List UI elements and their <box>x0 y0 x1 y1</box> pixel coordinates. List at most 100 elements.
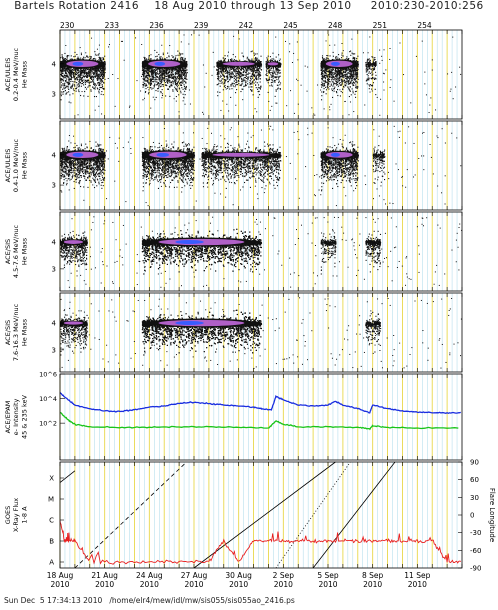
top-axis-label-242: 242 <box>239 21 254 30</box>
panel-2-ylabel-line: He Mass <box>20 237 28 265</box>
panel-0-ylabel-line: 0.2-0.4 MeV/nuc <box>12 48 20 102</box>
top-axis-label-233: 233 <box>105 21 120 30</box>
top-axis-label-254: 254 <box>417 21 432 30</box>
panel-4-grid <box>60 374 457 460</box>
top-axis-label-236: 236 <box>149 21 164 30</box>
bottom-axis-year-8: 2010 <box>408 580 427 589</box>
bottom-axis-label-5: 2 Sep <box>273 571 295 580</box>
bottom-axis-year-4: 2010 <box>229 580 248 589</box>
panel-4-frame <box>60 374 462 460</box>
panel-5-ylabel: GOESX-Ray Flux1-8 A <box>4 498 28 532</box>
goes-y2tick-0: 0 <box>470 512 474 520</box>
panel-3-frame <box>60 293 462 372</box>
panel-4-ylabel: ACE/EPAMe- Intensity45 & 235 keV <box>4 394 28 438</box>
bottom-axis-label-6: 5 Sep <box>317 571 339 580</box>
panel-1-ylabel-line: 0.4-1.0 MeV/nuc <box>12 139 20 193</box>
panel-3-ytick-3: 3 <box>52 346 56 354</box>
panel-1-core-fill-2 <box>212 153 269 157</box>
panel-5-ylabel-line: GOES <box>4 506 12 524</box>
panel-4-ylabel-line: e- Intensity <box>12 398 20 435</box>
panel-3-core-center-1 <box>175 321 204 325</box>
panel-0-core-center-0 <box>73 62 84 66</box>
bottom-axis-label-2: 24 Aug <box>136 571 163 580</box>
panel-0-ylabel-line: ACE/ULEIS <box>4 58 12 92</box>
panel-5-grid <box>60 462 457 568</box>
epam-ytick-10^4: 10^4 <box>39 395 57 403</box>
goes-y2tick-90: 90 <box>470 459 479 467</box>
epam-series-0 <box>60 393 461 414</box>
goes-y2tick-60: 60 <box>470 476 479 484</box>
panel-2-core-fill-0 <box>64 240 83 244</box>
bottom-axis-label-1: 21 Aug <box>91 571 118 580</box>
panel-5-frame <box>60 462 462 568</box>
bottom-axis-label-7: 8 Sep <box>362 571 384 580</box>
panel-1-core-center-0 <box>73 153 84 157</box>
goes-y2tick--90: -90 <box>470 565 481 573</box>
panel-0-core-fill-2 <box>223 62 255 66</box>
bottom-axis-year-2: 2010 <box>140 580 159 589</box>
goes-ytick-C: C <box>49 517 54 525</box>
bottom-axis-year-0: 2010 <box>50 580 69 589</box>
top-axis-label-245: 245 <box>283 21 298 30</box>
panel-2-frame <box>60 212 462 291</box>
panel-1-scatter <box>60 126 461 207</box>
flare-track-0 <box>75 462 187 568</box>
panel-3-ytick-4: 4 <box>52 320 57 328</box>
panel-2-scatter <box>60 216 462 287</box>
panel-1-ytick-4: 4 <box>52 151 57 159</box>
panel-2-ytick-3: 3 <box>52 265 56 273</box>
top-axis-label-230: 230 <box>60 21 75 30</box>
panel-0-core-fill-3 <box>268 62 279 65</box>
panel-1-ylabel: ACE/ULEIS0.4-1.0 MeV/nucHe Mass <box>4 139 28 193</box>
epam-ytick-10^6: 10^6 <box>39 371 57 379</box>
panel-0-core-center-1 <box>154 62 165 66</box>
top-axis-label-251: 251 <box>373 21 388 30</box>
top-axis-label-239: 239 <box>194 21 209 30</box>
panel-0-ytick-4: 4 <box>52 60 57 68</box>
panel-0-scatter <box>60 34 461 115</box>
bottom-axis-label-4: 30 Aug <box>225 571 252 580</box>
panel-1-ytick-3: 3 <box>52 182 56 190</box>
goes-ytick-A: A <box>49 559 54 567</box>
panel-3-ylabel-line: He Mass <box>20 318 28 346</box>
panel-1-core-center-1 <box>156 153 169 157</box>
panel-1-ylabel-line: He Mass <box>20 151 28 179</box>
panel-5-ylabel-line: 1-8 A <box>20 506 28 524</box>
panel-4-ylabel-line: 45 & 235 keV <box>20 394 28 438</box>
goes-y2label: Flare Longitude <box>488 488 496 542</box>
bottom-axis-year-7: 2010 <box>363 580 382 589</box>
panel-2-core-center-1 <box>175 240 204 244</box>
panel-1-ylabel-line: ACE/ULEIS <box>4 149 12 183</box>
goes-y2tick-30: 30 <box>470 494 479 502</box>
bottom-axis-label-3: 27 Aug <box>181 571 208 580</box>
bottom-axis-year-3: 2010 <box>184 580 203 589</box>
bottom-axis-year-1: 2010 <box>95 580 114 589</box>
panel-4-ylabel-line: ACE/EPAM <box>4 401 12 434</box>
goes-ytick-M: M <box>48 496 54 504</box>
panel-3-ylabel: ACE/SIS7.6-16.3 MeV/nucHe Mass <box>4 303 28 361</box>
bottom-axis-year-6: 2010 <box>318 580 337 589</box>
goes-ytick-B: B <box>49 538 54 546</box>
panel-0-ylabel-line: He Mass <box>20 60 28 88</box>
goes-y2tick--30: -30 <box>470 529 481 537</box>
panel-2-ylabel-line: 4.5-7.6 MeV/nuc <box>12 225 20 279</box>
panel-2-ylabel-line: ACE/SIS <box>4 239 12 264</box>
panel-3-ylabel-line: 7.6-16.3 MeV/nuc <box>12 303 20 361</box>
panel-1-core-center-3 <box>331 153 340 157</box>
bottom-axis-label-8: 11 Sep <box>404 571 430 580</box>
panel-1-grid <box>60 121 457 210</box>
panel-3-scatter <box>60 297 462 369</box>
panel-0-ytick-3: 3 <box>52 91 56 99</box>
goes-y2tick--60: -60 <box>470 547 481 555</box>
panel-0-core-center-4 <box>331 62 340 66</box>
xray-series <box>60 521 461 565</box>
goes-ytick-X: X <box>49 475 54 483</box>
top-axis-label-248: 248 <box>328 21 343 30</box>
panel-2-ytick-4: 4 <box>52 239 57 247</box>
panel-3-core-fill-0 <box>64 321 83 324</box>
bottom-axis-label-0: 18 Aug <box>47 571 74 580</box>
panel-2-ylabel: ACE/SIS4.5-7.6 MeV/nucHe Mass <box>4 225 28 279</box>
panel-0-frame <box>60 30 462 119</box>
panel-0-ylabel: ACE/ULEIS0.2-0.4 MeV/nucHe Mass <box>4 48 28 102</box>
